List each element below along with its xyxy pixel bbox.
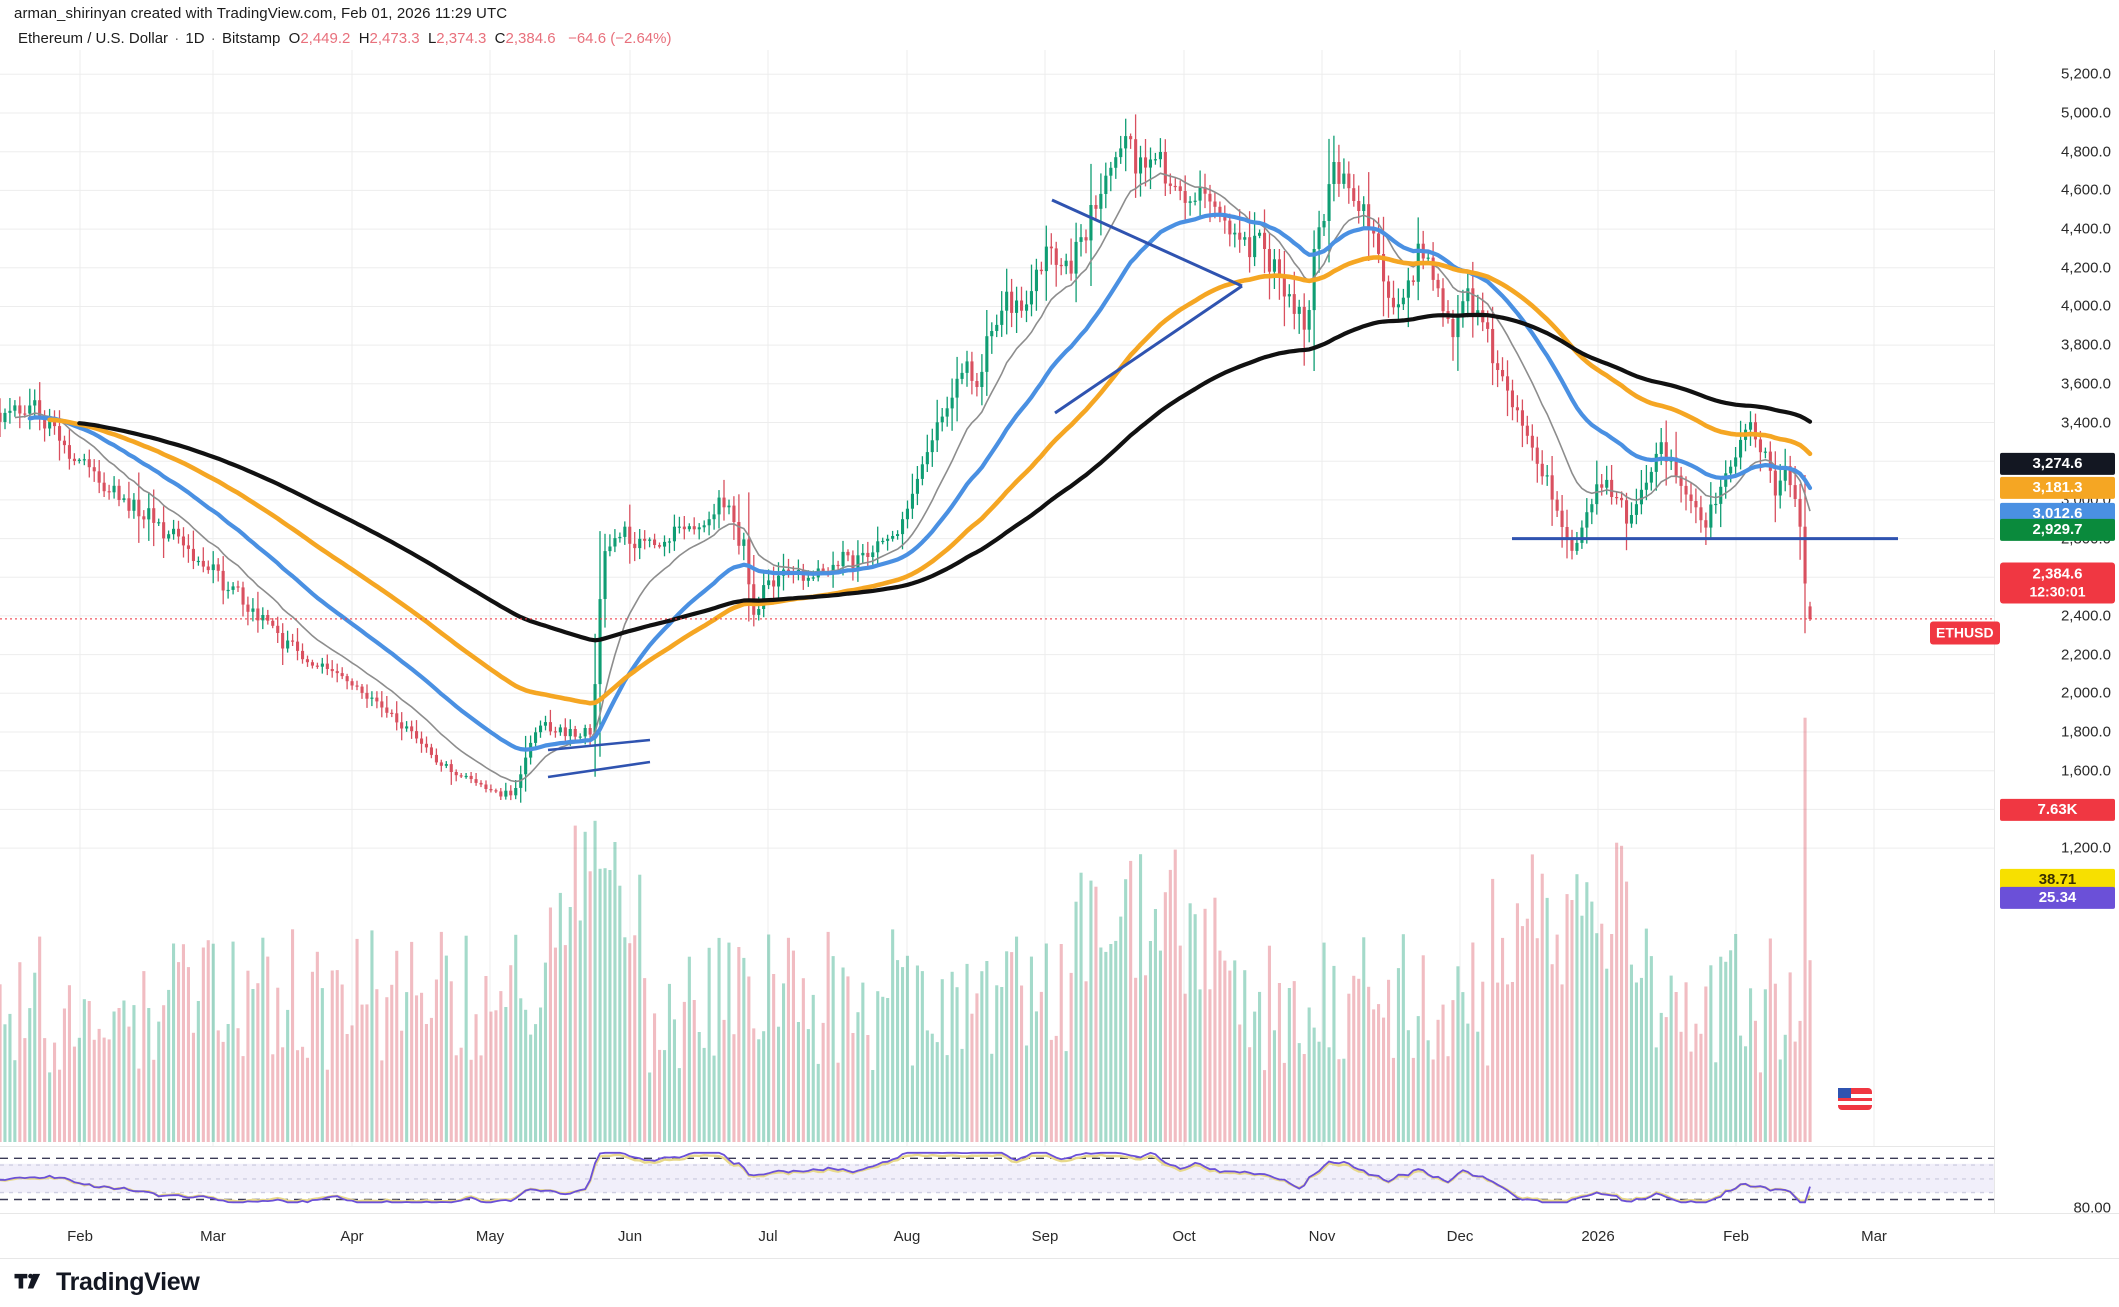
price-axis-tick: 4,000.0: [2060, 297, 2111, 315]
price-axis-tick: 2,000.0: [2060, 684, 2111, 702]
price-axis-tick: 5,200.0: [2060, 65, 2111, 83]
rsi-pane-divider: [0, 1146, 1994, 1147]
attribution-text: arman_shirinyan created with TradingView…: [14, 5, 508, 22]
price-axis-tick: 1,600.0: [2060, 762, 2111, 780]
price-axis-tick: 4,600.0: [2060, 181, 2111, 199]
price-axis-tick: 4,200.0: [2060, 259, 2111, 277]
price-axis-tick: 3,600.0: [2060, 375, 2111, 393]
price-axis-tick: 2,200.0: [2060, 646, 2111, 664]
rsi-axis-tick-80: 80.00: [2073, 1199, 2111, 1217]
price-axis-tick: 4,400.0: [2060, 220, 2111, 238]
chart-plot-area[interactable]: [0, 50, 1994, 1204]
time-axis-tick: 2026: [1581, 1228, 1615, 1245]
ema21-value-badge: 2,929.7: [2000, 518, 2115, 542]
legend-exchange[interactable]: Bitstamp: [221, 30, 281, 47]
rsi-signal-badge: 25.34: [2000, 886, 2115, 910]
legend-close-value: 2,384.6: [505, 30, 556, 47]
last-price-symbol-tag: ETHUSD: [1930, 621, 2000, 645]
tradingview-mark-icon: [14, 1273, 41, 1288]
legend-low-label: L: [427, 30, 437, 47]
time-axis-tick: Sep: [1031, 1228, 1059, 1245]
time-axis-tick: Feb: [67, 1228, 93, 1245]
legend-close-label: C: [494, 30, 506, 47]
rsi-value-badge: 38.71: [2000, 868, 2115, 892]
legend-low-value: 2,374.3: [436, 30, 487, 47]
legend-separator-2: ·: [210, 30, 216, 47]
tradingview-wordmark: TradingView: [56, 1268, 200, 1296]
chart-legend: Ethereum / U.S. Dollar · 1D · Bitstamp O…: [18, 30, 671, 47]
time-axis-tick: Dec: [1446, 1228, 1474, 1245]
footer-divider: [0, 1258, 2119, 1259]
price-axis-tick: 5,000.0: [2060, 104, 2111, 122]
drawing-tools-layer[interactable]: [0, 50, 1994, 1146]
time-axis-tick: Oct: [1172, 1228, 1196, 1245]
time-axis-tick: Aug: [893, 1228, 921, 1245]
legend-high-value: 2,473.3: [369, 30, 420, 47]
price-axis-tick: 1,800.0: [2060, 723, 2111, 741]
volume-series: [0, 717, 1872, 1142]
time-axis-tick: Nov: [1308, 1228, 1336, 1245]
legend-symbol[interactable]: Ethereum / U.S. Dollar: [18, 30, 169, 47]
legend-open-label: O: [288, 30, 301, 47]
time-axis-tick: Mar: [200, 1228, 226, 1245]
price-axis-tick: 3,800.0: [2060, 336, 2111, 354]
time-axis-tick: Feb: [1723, 1228, 1749, 1245]
price-axis-tick: 3,400.0: [2060, 414, 2111, 432]
time-axis[interactable]: Feb Mar Apr May Jun Jul Aug Sep Oct Nov Dec 2026 Feb…: [0, 1213, 2119, 1259]
price-axis-tick: 2,400.0: [2060, 607, 2111, 625]
sma200-value-badge: 3,274.6: [2000, 452, 2115, 476]
rsi-indicator-pane: [0, 1151, 1994, 1204]
ema100-value-badge: 3,181.3: [2000, 476, 2115, 500]
last-price-line: [0, 618, 1994, 620]
time-axis-tick: Apr: [340, 1228, 364, 1245]
bar-countdown: 12:30:01: [2029, 583, 2086, 600]
time-axis-tick: Jun: [617, 1228, 643, 1245]
legend-separator-1: ·: [174, 30, 180, 47]
moving-average-overlays: [14, 172, 1813, 783]
volume-value-badge: 7.63K: [2000, 798, 2115, 822]
price-axis[interactable]: 5,200.0 5,000.0 4,800.0 4,600.0 4,400.0 4,200…: [1994, 50, 2119, 1217]
price-axis-tick: 1,200.0: [2060, 839, 2111, 857]
time-axis-tick: Mar: [1861, 1228, 1887, 1245]
tradingview-logo[interactable]: TradingView: [14, 1268, 200, 1297]
legend-high-label: H: [358, 30, 370, 47]
legend-open-value: 2,449.2: [300, 30, 351, 47]
legend-change: −64.6 (−2.64%): [568, 30, 672, 47]
last-price-tag[interactable]: 2,384.6 12:30:01: [2000, 562, 2115, 604]
legend-interval[interactable]: 1D: [185, 30, 205, 47]
last-price-value: 2,384.6: [2032, 565, 2083, 583]
time-axis-tick: May: [475, 1228, 505, 1245]
price-axis-tick: 4,800.0: [2060, 143, 2111, 161]
time-axis-tick: Jul: [758, 1228, 778, 1245]
